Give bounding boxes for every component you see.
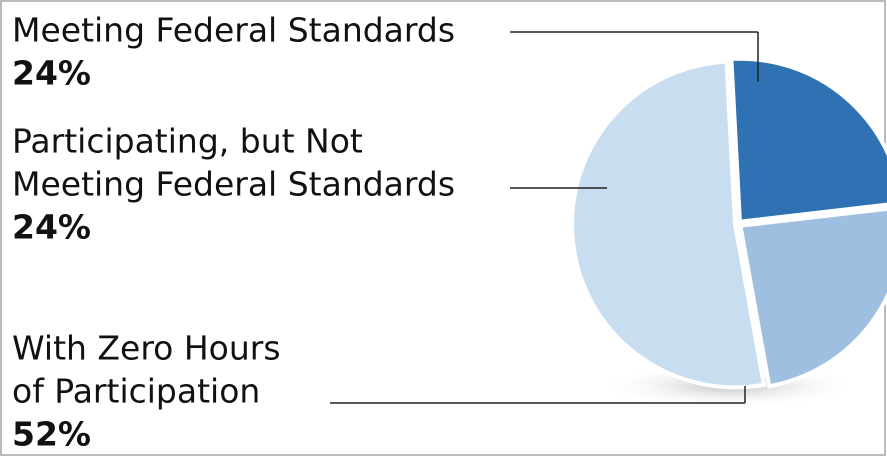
pie-slice [570,59,767,390]
slice-label: Participating, but Not [12,122,363,161]
slice-label: of Participation [12,372,260,411]
pie-slice [738,206,887,389]
slice-label: Meeting Federal Standards [12,165,455,204]
pie [570,56,887,390]
slice-label: Meeting Federal Standards [12,11,455,50]
value-label: 24% [12,54,91,93]
value-label: 24% [12,208,91,247]
labels: Meeting Federal Standards 24% Participatin… [12,11,759,454]
slice-label: With Zero Hours [12,329,281,368]
pie-slice [729,56,887,224]
value-label: 52% [12,415,91,454]
